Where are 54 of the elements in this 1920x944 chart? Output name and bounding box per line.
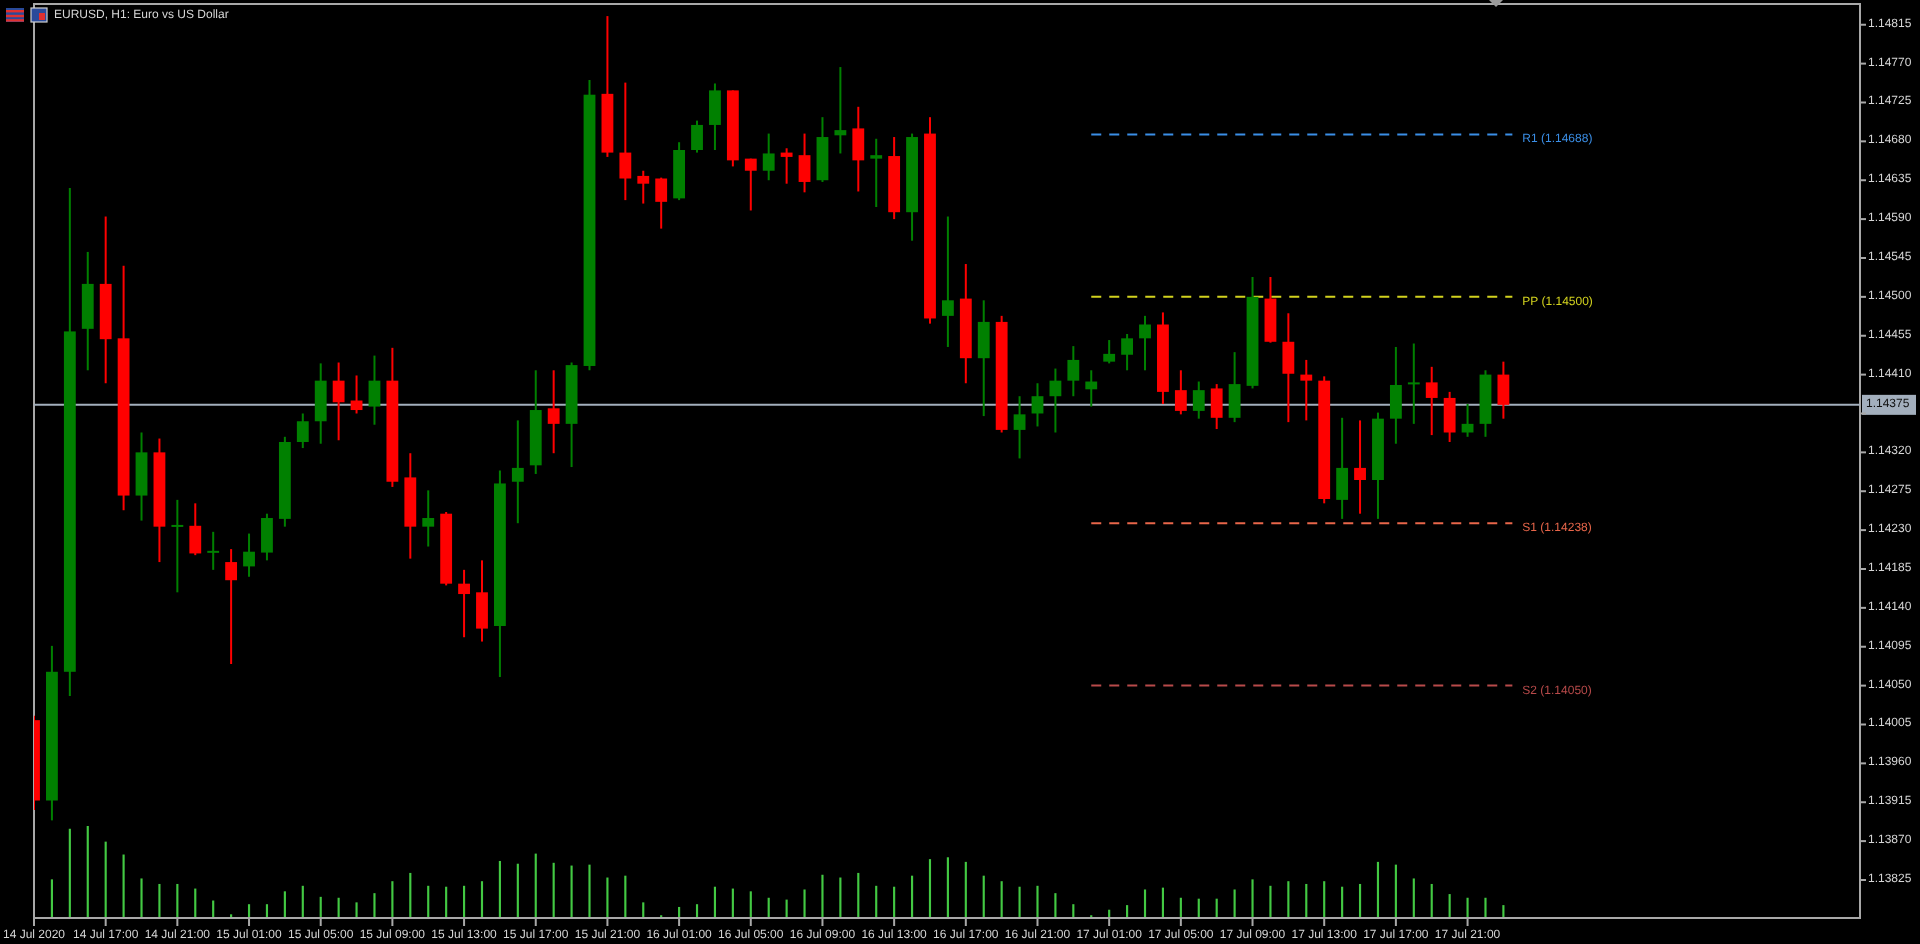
candlestick bbox=[296, 412, 309, 450]
candlestick bbox=[1013, 395, 1026, 460]
candlestick bbox=[1228, 351, 1241, 424]
candlestick bbox=[1300, 358, 1313, 422]
candlestick bbox=[511, 419, 524, 525]
candlestick bbox=[458, 568, 470, 639]
candlestick bbox=[744, 157, 757, 212]
candlestick bbox=[368, 354, 381, 426]
candlestick bbox=[314, 362, 327, 445]
candlestick bbox=[1085, 369, 1098, 408]
candlestick bbox=[81, 250, 94, 372]
candlestick bbox=[1336, 416, 1349, 520]
candlestick bbox=[207, 530, 220, 571]
candlestick bbox=[1407, 342, 1420, 425]
candlestick bbox=[941, 215, 954, 348]
candlestick bbox=[816, 116, 829, 183]
candlestick bbox=[1031, 382, 1044, 428]
candlestick bbox=[1067, 345, 1080, 398]
candlestick bbox=[1389, 345, 1402, 445]
candlestick bbox=[1264, 275, 1277, 344]
candlestick bbox=[261, 512, 273, 562]
candlestick bbox=[189, 502, 202, 557]
candlestick bbox=[1497, 360, 1510, 420]
candlestick bbox=[1443, 390, 1456, 443]
candlestick bbox=[135, 431, 148, 522]
candlestick bbox=[870, 137, 883, 209]
candlestick bbox=[852, 105, 865, 193]
candlestick bbox=[1103, 339, 1116, 365]
candlestick bbox=[1049, 367, 1062, 434]
candlestick bbox=[1121, 333, 1133, 372]
candlestick bbox=[798, 132, 811, 194]
candlestick bbox=[422, 489, 435, 548]
candlestick bbox=[1282, 312, 1295, 424]
candlestick bbox=[762, 132, 775, 182]
candlestick bbox=[476, 559, 488, 643]
candlestick bbox=[637, 169, 650, 205]
candlestick bbox=[655, 176, 668, 230]
candlestick bbox=[1139, 314, 1151, 372]
candlestick bbox=[619, 81, 632, 202]
candlestick bbox=[1174, 369, 1187, 416]
candlestick bbox=[1425, 365, 1438, 437]
candlestick bbox=[709, 82, 721, 151]
candlestick bbox=[547, 369, 560, 455]
candlestick bbox=[225, 548, 238, 666]
candlestick bbox=[834, 66, 847, 155]
candlestick bbox=[171, 498, 184, 594]
candlestick bbox=[977, 299, 990, 418]
candlestick bbox=[1354, 419, 1366, 515]
candlestick bbox=[332, 361, 345, 442]
candlestick bbox=[1192, 380, 1205, 420]
candlestick bbox=[243, 532, 255, 578]
candlestick bbox=[1210, 383, 1223, 431]
candlestick bbox=[780, 147, 793, 185]
candlestick bbox=[691, 119, 703, 154]
